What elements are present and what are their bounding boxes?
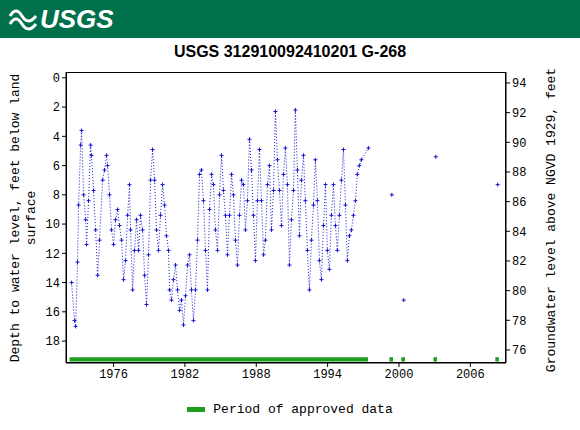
svg-text:18: 18 <box>46 335 60 349</box>
svg-text:6: 6 <box>53 160 60 174</box>
svg-text:8: 8 <box>53 189 60 203</box>
svg-text:86: 86 <box>512 196 526 210</box>
svg-text:2000: 2000 <box>385 368 414 380</box>
svg-text:92: 92 <box>512 107 526 121</box>
html-text:USGS: USGS <box>40 4 114 34</box>
svg-text:0: 0 <box>53 72 60 86</box>
svg-text:84: 84 <box>512 226 526 240</box>
svg-text:80: 80 <box>512 285 526 299</box>
html-text:USGS 312910092410201 G-268: USGS 312910092410201 G-268 <box>173 43 407 60</box>
svg-text:12: 12 <box>46 248 60 262</box>
svg-text:90: 90 <box>512 137 526 151</box>
svg-text:1982: 1982 <box>171 368 200 380</box>
svg-text:14: 14 <box>46 277 60 291</box>
svg-text:1976: 1976 <box>99 368 128 380</box>
svg-text:2006: 2006 <box>456 368 485 380</box>
html-text:Depth to water level, feet bel: Depth to water level, feet below land su… <box>8 73 39 363</box>
svg-text:4: 4 <box>53 131 60 145</box>
svg-text:82: 82 <box>512 255 526 269</box>
svg-text:2: 2 <box>53 101 60 115</box>
svg-text:1994: 1994 <box>313 368 342 380</box>
svg-text:16: 16 <box>46 306 60 320</box>
svg-text:78: 78 <box>512 315 526 329</box>
svg-text:76: 76 <box>512 344 526 358</box>
html-text:Groundwater level above NGVD 1: Groundwater level above NGVD 1929, feet <box>544 67 559 373</box>
svg-text:1988: 1988 <box>242 368 271 380</box>
svg-text:10: 10 <box>46 218 60 232</box>
html-text:Period of approved data: Period of approved data <box>213 402 393 417</box>
svg-text:88: 88 <box>512 166 526 180</box>
svg-text:94: 94 <box>512 77 526 91</box>
